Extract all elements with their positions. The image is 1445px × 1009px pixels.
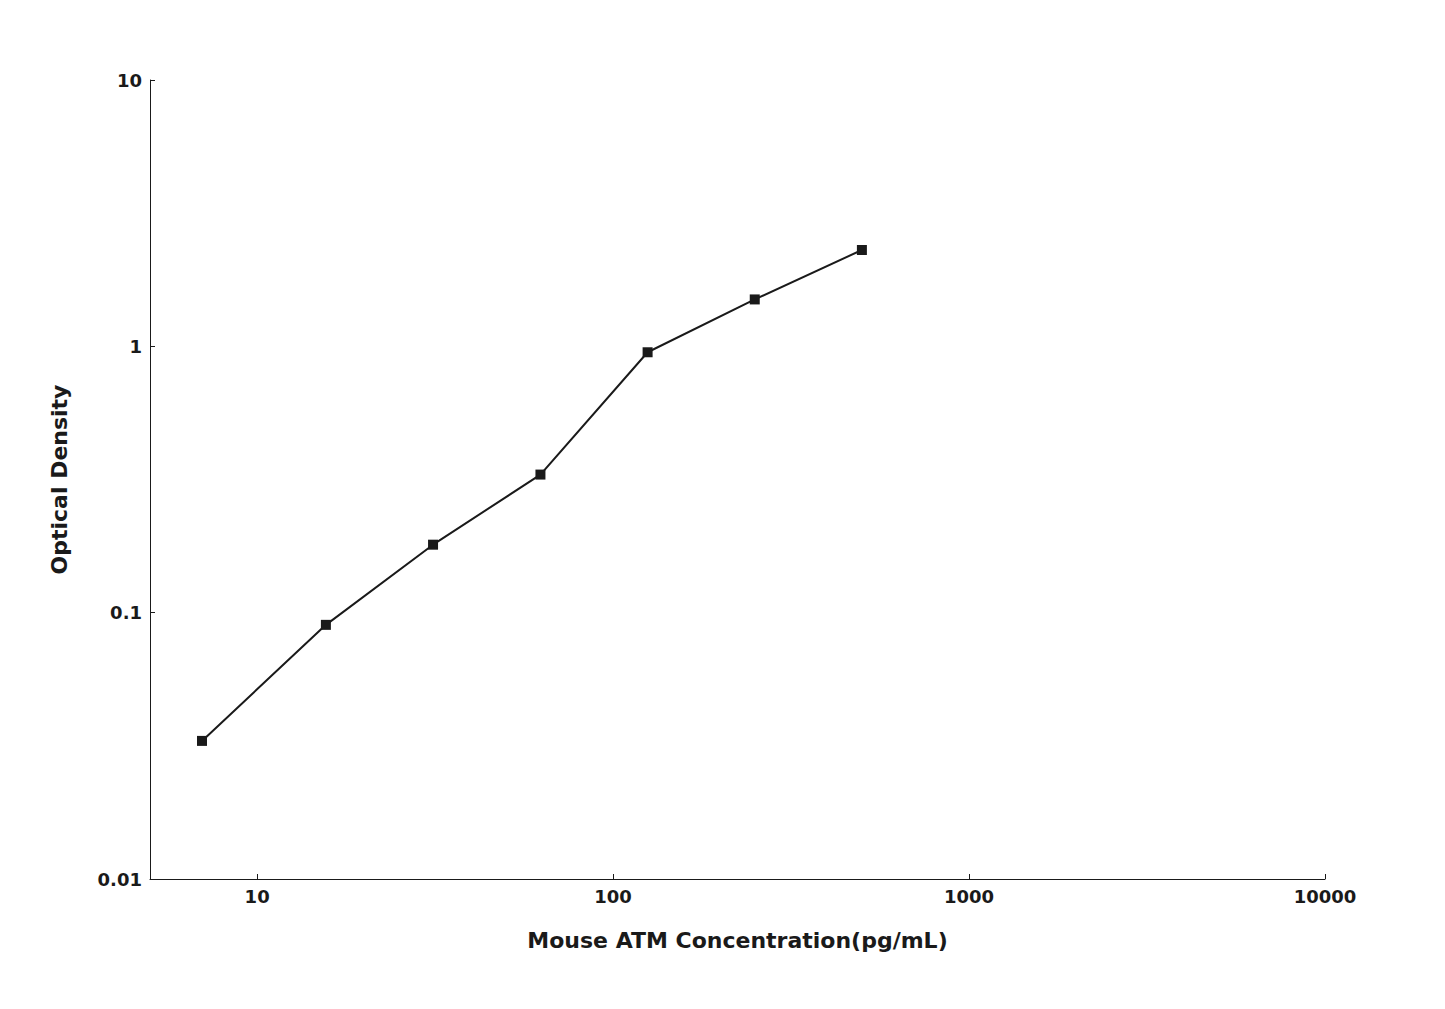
- svg-text:Optical Density: Optical Density: [47, 385, 72, 575]
- svg-text:1000: 1000: [944, 886, 994, 907]
- svg-text:100: 100: [594, 886, 632, 907]
- svg-text:10: 10: [117, 70, 142, 91]
- svg-text:10: 10: [245, 886, 270, 907]
- svg-text:0.1: 0.1: [110, 602, 142, 623]
- svg-text:0.01: 0.01: [98, 869, 142, 890]
- svg-text:1: 1: [129, 336, 142, 357]
- svg-text:Mouse ATM Concentration(pg/mL): Mouse ATM Concentration(pg/mL): [527, 928, 947, 953]
- svg-text:10000: 10000: [1294, 886, 1357, 907]
